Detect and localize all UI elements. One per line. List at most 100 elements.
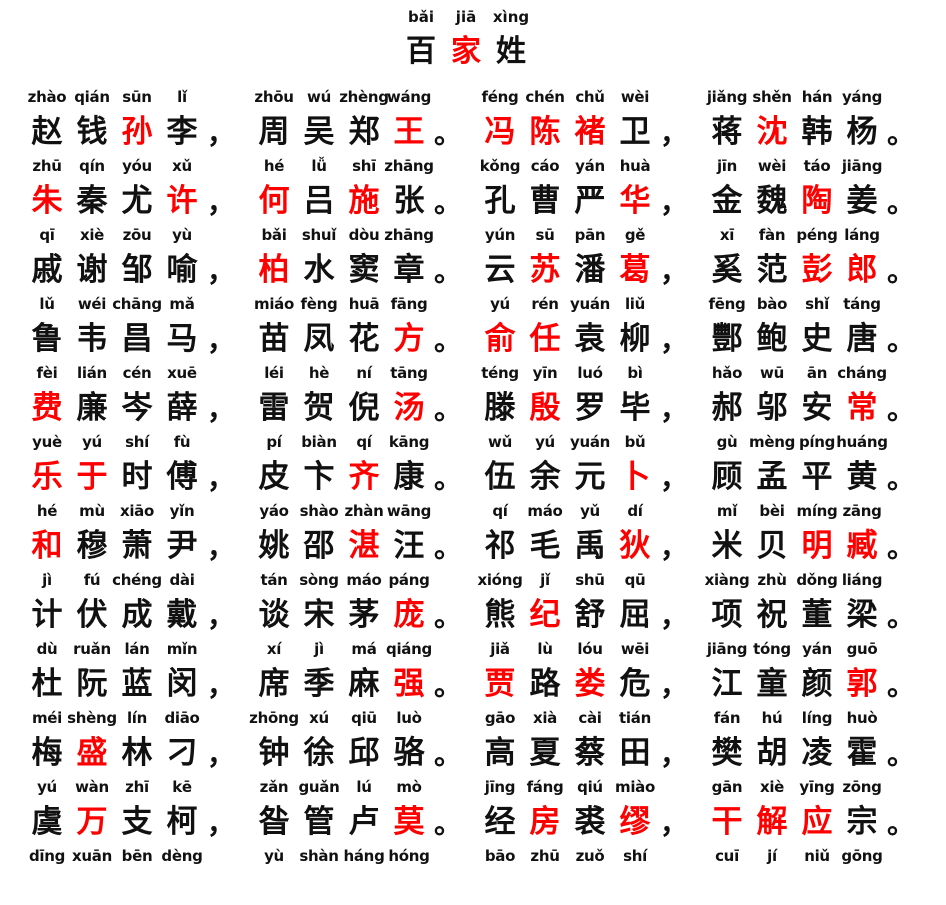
surname-cell: yīn 殷: [522, 352, 568, 426]
surname-character: 赵: [31, 114, 63, 150]
punctuation-mark: 。: [434, 393, 463, 426]
pinyin-label: fú: [83, 571, 101, 589]
pinyin-label: bēn: [121, 847, 153, 865]
pinyin-label: táo: [803, 157, 831, 175]
pinyin-label: huò: [846, 709, 878, 727]
surname-character: 雷: [258, 390, 290, 426]
surname-cell: xiàng 项: [704, 559, 750, 633]
surname-character: 方: [393, 321, 425, 357]
surname-character: 干: [711, 804, 743, 840]
surname-character: 蔡: [574, 735, 606, 771]
pinyin-label: fán: [713, 709, 741, 727]
surname-character: 傅: [166, 459, 198, 495]
surname-cell: mèng 孟: [749, 421, 795, 495]
pinyin-label: xī: [719, 226, 735, 244]
surname-cell: fēng 酆: [704, 283, 750, 357]
surname-cell: qiú 裘: [567, 766, 613, 840]
pinyin-label: kāng: [388, 433, 430, 451]
pinyin-label: chǔ: [575, 88, 605, 106]
pinyin-label: féng: [481, 88, 519, 106]
pinyin-label: wú: [307, 88, 331, 106]
pinyin-label: míng: [796, 502, 838, 520]
pinyin-label: jí: [767, 847, 777, 865]
surname-cell: lù 路: [522, 628, 568, 702]
surname-character: 窦: [348, 252, 380, 288]
surname-cell: fù 傅: [159, 421, 205, 495]
pinyin-label: gān: [711, 778, 743, 796]
surname-cell: zōng 宗: [839, 766, 885, 840]
pinyin-label: má: [351, 640, 377, 658]
pinyin-label: zōu: [122, 226, 152, 244]
surname-character: 曹: [529, 183, 561, 219]
surname-cell: wēi 危: [612, 628, 658, 702]
pinyin-label: qiú: [577, 778, 603, 796]
surname-character: 何: [258, 183, 290, 219]
surname-cell: qín 秦: [69, 145, 115, 219]
surname-character: 唐: [846, 321, 878, 357]
surname-cell: miáo 苗: [251, 283, 297, 357]
surname-cell: huà 华: [612, 145, 658, 219]
surname-cell: shuǐ 水: [296, 214, 342, 288]
punctuation-mark: 。: [434, 669, 463, 702]
surname-character: 严: [574, 183, 606, 219]
surname-character: 李: [166, 114, 198, 150]
surname-cell: lín 林: [114, 697, 160, 771]
surname-character: 戴: [166, 597, 198, 633]
pinyin-label: wàn: [75, 778, 109, 796]
pinyin-label: wǔ: [488, 433, 512, 451]
surname-character: 花: [348, 321, 380, 357]
surname-cell: mǐ 米: [704, 490, 750, 564]
surname-character: 钱: [76, 114, 108, 150]
pinyin-label: hán: [801, 88, 833, 106]
pinyin-label: xióng: [477, 571, 523, 589]
surname-cell: mǎ 马: [159, 283, 205, 357]
punctuation-mark: 。: [434, 531, 463, 564]
pinyin-label: yuán: [569, 295, 611, 313]
pinyin-label: cén: [122, 364, 152, 382]
punctuation-mark: 。: [434, 186, 463, 219]
pinyin-label: jiǎng: [706, 88, 748, 106]
surname-character: 毕: [619, 390, 651, 426]
surname-character: 高: [484, 735, 516, 771]
punctuation-mark: ，: [207, 669, 236, 702]
surname-cell: háng: [341, 835, 387, 905]
surname-character: 彭: [801, 252, 833, 288]
surname-character: 经: [484, 804, 516, 840]
surname-character: 喻: [166, 252, 198, 288]
pinyin-label: diāo: [164, 709, 200, 727]
surname-cell: kǒng 孔: [477, 145, 523, 219]
surname-cell: gě 葛: [612, 214, 658, 288]
pinyin-label: bèi: [759, 502, 785, 520]
pinyin-label: wèi: [757, 157, 787, 175]
surname-cell: jì 季: [296, 628, 342, 702]
surname-character: 虞: [31, 804, 63, 840]
pinyin-label: hè: [308, 364, 330, 382]
surname-cell: dù 杜: [24, 628, 70, 702]
surname-character: 杨: [846, 114, 878, 150]
surname-cell: chéng 成: [112, 559, 162, 633]
surname-character: 岑: [121, 390, 153, 426]
surname-character: 杜: [31, 666, 63, 702]
title-pinyin: xìng: [492, 8, 530, 26]
surname-cell: luó 罗: [567, 352, 613, 426]
surname-cell: zōu 邹: [114, 214, 160, 288]
surname-cell: máo 茅: [341, 559, 387, 633]
pinyin-label: niǔ: [804, 847, 830, 865]
surname-cell: kē 柯: [159, 766, 205, 840]
surname-character: 史: [801, 321, 833, 357]
surname-cell: liáng 梁: [839, 559, 885, 633]
pinyin-label: guō: [846, 640, 878, 658]
pinyin-label: xuē: [167, 364, 197, 382]
pinyin-label: lán: [124, 640, 150, 658]
surname-cell: xī 奚: [704, 214, 750, 288]
surname-character: 霍: [846, 735, 878, 771]
surname-character: 周: [258, 114, 290, 150]
surname-cell: shí 时: [114, 421, 160, 495]
punctuation-mark: ，: [660, 324, 689, 357]
surname-character: 麻: [348, 666, 380, 702]
pinyin-label: mèng: [748, 433, 796, 451]
surname-cell: gāo 高: [477, 697, 523, 771]
surname-character: 纪: [529, 597, 561, 633]
surname-cell: máo 毛: [522, 490, 568, 564]
surname-cell: yán 严: [567, 145, 613, 219]
